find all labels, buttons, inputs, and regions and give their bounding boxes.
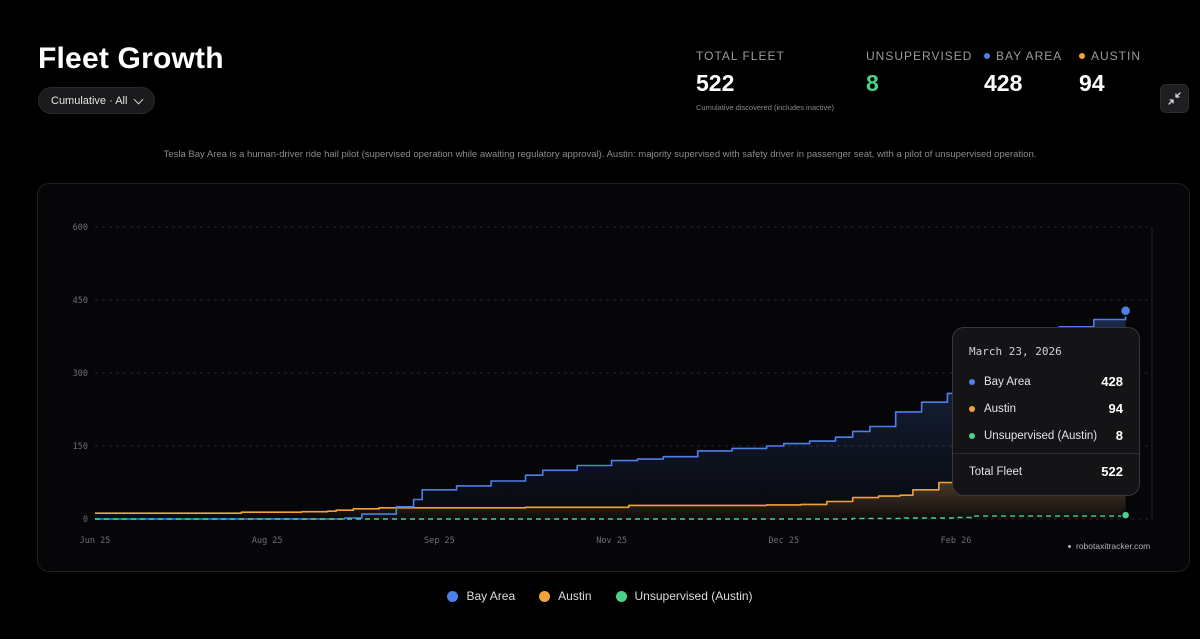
bay-area-dot-icon xyxy=(969,378,975,385)
chart-legend: Bay Area Austin Unsupervised (Austin) xyxy=(0,589,1200,603)
austin-dot-icon xyxy=(969,405,975,412)
mode-dropdown-label: Cumulative · All xyxy=(51,94,128,107)
stat-austin-value: 94 xyxy=(1079,70,1105,96)
y-tick-label: 0 xyxy=(83,515,88,525)
stat-austin-label: AUSTIN xyxy=(1091,49,1142,63)
series-endpoint xyxy=(1120,510,1131,520)
tooltip-row-label: Unsupervised (Austin) xyxy=(984,429,1098,442)
tooltip-divider xyxy=(953,453,1139,454)
credit: robotaxitracker.com xyxy=(1068,541,1150,551)
tooltip-total: Total Fleet 522 xyxy=(969,464,1123,479)
series-endpoint xyxy=(1119,304,1132,317)
legend-item-bay-area[interactable]: Bay Area xyxy=(447,589,515,603)
collapse-button[interactable] xyxy=(1160,84,1189,113)
stat-total-fleet: TOTAL FLEET 522 Cumulative discovered (i… xyxy=(696,49,834,112)
tooltip-row-label: Austin xyxy=(984,402,1016,415)
info-note: Tesla Bay Area is a human-driver ride ha… xyxy=(163,149,1037,160)
page-title: Fleet Growth xyxy=(38,42,224,75)
credit-dot-icon xyxy=(1068,544,1071,548)
tooltip-row-value: 94 xyxy=(1108,401,1123,416)
series-line xyxy=(95,515,1127,520)
legend-label: Unsupervised (Austin) xyxy=(634,589,753,603)
stat-bay-area: BAY AREA 428 xyxy=(984,49,1062,97)
tooltip-date: March 23, 2026 xyxy=(969,345,1062,358)
x-tick-label: Jun 25 xyxy=(80,536,111,546)
stat-bay-area-value: 428 xyxy=(984,70,1023,96)
legend-item-austin[interactable]: Austin xyxy=(539,589,592,603)
y-tick-label: 450 xyxy=(73,296,88,306)
tooltip-row-austin: Austin 94 xyxy=(969,401,1123,416)
bay-area-dot-icon xyxy=(984,53,990,59)
y-tick-label: 600 xyxy=(73,223,88,233)
stat-austin: AUSTIN 94 xyxy=(1079,49,1141,97)
tooltip-total-value: 522 xyxy=(1101,464,1123,479)
collapse-icon xyxy=(1168,92,1181,105)
tooltip-row-bay-area: Bay Area 428 xyxy=(969,374,1123,389)
tooltip-row-value: 428 xyxy=(1101,374,1123,389)
austin-legend-dot-icon xyxy=(539,590,551,602)
x-tick-label: Dec 25 xyxy=(768,536,799,546)
austin-dot-icon xyxy=(1079,53,1085,59)
legend-label: Austin xyxy=(558,589,592,603)
stat-total-value: 522 xyxy=(696,70,735,96)
stat-total-sub: Cumulative discovered (includes inactive… xyxy=(696,103,834,112)
unsupervised-dot-icon xyxy=(969,432,975,439)
x-tick-label: Aug 25 xyxy=(252,536,283,546)
x-tick-label: Nov 25 xyxy=(596,536,627,546)
mode-dropdown[interactable]: Cumulative · All xyxy=(38,87,156,114)
x-tick-label: Feb 26 xyxy=(941,536,972,546)
legend-label: Bay Area xyxy=(466,589,516,603)
tooltip-total-label: Total Fleet xyxy=(969,465,1023,478)
y-tick-label: 300 xyxy=(73,369,88,379)
stat-bay-area-label: BAY AREA xyxy=(996,49,1063,63)
bay-area-legend-dot-icon xyxy=(447,590,459,602)
stat-unsupervised-value: 8 xyxy=(866,70,879,96)
chart-tooltip: March 23, 2026 Bay Area 428 Austin 94 Un… xyxy=(952,327,1140,496)
credit-text: robotaxitracker.com xyxy=(1076,541,1151,551)
x-tick-label: Sep 25 xyxy=(424,536,455,546)
stat-unsupervised: UNSUPERVISED 8 xyxy=(866,49,972,97)
stat-total-label: TOTAL FLEET xyxy=(696,49,785,63)
legend-item-unsupervised[interactable]: Unsupervised (Austin) xyxy=(615,589,753,603)
tooltip-row-unsupervised: Unsupervised (Austin) 8 xyxy=(969,428,1123,443)
stat-unsupervised-label: UNSUPERVISED xyxy=(866,49,973,63)
y-tick-label: 150 xyxy=(73,442,88,452)
series-area xyxy=(95,310,1126,519)
tooltip-row-label: Bay Area xyxy=(984,375,1031,388)
tooltip-row-value: 8 xyxy=(1115,428,1123,443)
unsupervised-legend-dot-icon xyxy=(615,590,627,602)
